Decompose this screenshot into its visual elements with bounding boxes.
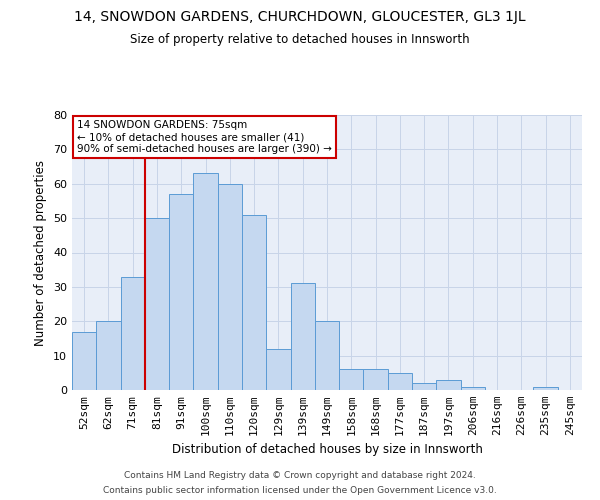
Bar [461, 386, 485, 390]
Bar [96, 322, 121, 390]
Bar [72, 332, 96, 390]
Bar [242, 214, 266, 390]
Text: Distribution of detached houses by size in Innsworth: Distribution of detached houses by size … [172, 442, 482, 456]
Bar [315, 322, 339, 390]
Bar [533, 386, 558, 390]
Text: Contains HM Land Registry data © Crown copyright and database right 2024.: Contains HM Land Registry data © Crown c… [124, 471, 476, 480]
Text: Size of property relative to detached houses in Innsworth: Size of property relative to detached ho… [130, 32, 470, 46]
Bar [339, 370, 364, 390]
Text: 14, SNOWDON GARDENS, CHURCHDOWN, GLOUCESTER, GL3 1JL: 14, SNOWDON GARDENS, CHURCHDOWN, GLOUCES… [74, 10, 526, 24]
Bar [169, 194, 193, 390]
Bar [145, 218, 169, 390]
Text: Contains public sector information licensed under the Open Government Licence v3: Contains public sector information licen… [103, 486, 497, 495]
Bar [412, 383, 436, 390]
Bar [290, 284, 315, 390]
Bar [364, 370, 388, 390]
Bar [121, 276, 145, 390]
Bar [266, 349, 290, 390]
Bar [388, 373, 412, 390]
Text: 14 SNOWDON GARDENS: 75sqm
← 10% of detached houses are smaller (41)
90% of semi-: 14 SNOWDON GARDENS: 75sqm ← 10% of detac… [77, 120, 332, 154]
Bar [193, 174, 218, 390]
Y-axis label: Number of detached properties: Number of detached properties [34, 160, 47, 346]
Bar [218, 184, 242, 390]
Bar [436, 380, 461, 390]
